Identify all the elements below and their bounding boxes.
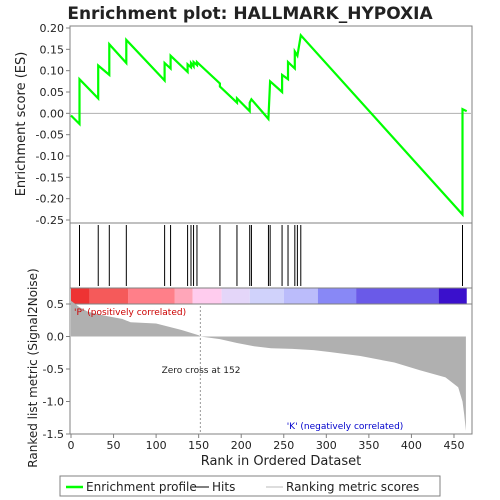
legend-label: Enrichment profile [86,480,197,494]
metric-tick-label: 0.0 [47,331,65,344]
colorbar-segment [438,288,467,304]
metric-panel: 0.5 0.0 -0.5 -1.0 -1.5 0 50 100 150 200 250 300 350… [26,268,473,469]
x-tick-label: 400 [401,439,422,452]
x-tick-label: 350 [358,439,379,452]
es-tick-label: -0.10 [36,150,64,163]
x-tick-label: 200 [231,439,252,452]
enrichment-profile-line [70,32,468,218]
x-axis-label: Rank in Ordered Dataset [201,454,362,469]
colorbar-segment [317,288,357,304]
metric-y-ticks: 0.5 0.0 -0.5 -1.0 -1.5 [43,298,201,441]
colorbar-segment [249,288,284,304]
rank-colorbar [71,288,467,304]
es-plot-frame [69,25,473,224]
x-axis-ticks: 0 50 100 150 200 250 300 350 400 450 [68,434,464,452]
es-tick-label: 0.20 [40,22,65,35]
legend-label: Hits [212,480,235,494]
colorbar-segment [174,288,193,304]
x-tick-label: 250 [273,439,294,452]
es-tick-label: 0.05 [40,86,65,99]
es-y-axis-label: Enrichment score (ES) [14,52,29,197]
es-tick-label: 0.00 [40,107,65,120]
colorbar-segment [71,288,90,304]
chart-title: Enrichment plot: HALLMARK_HYPOXIA [67,4,433,24]
legend-label: Ranking metric scores [286,480,419,494]
colorbar-segment [128,288,175,304]
x-tick-label: 450 [443,439,464,452]
x-tick-label: 100 [146,439,167,452]
es-tick-label: -0.20 [36,193,64,206]
es-tick-label: -0.15 [36,171,64,184]
es-tick-label: 0.10 [40,65,65,78]
es-panel: 0.20 0.15 0.10 0.05 0.00 -0.05 -0.10 -0.15 -0.20… [14,22,473,227]
ranking-metric-area [71,300,466,431]
colorbar-segment [356,288,439,304]
zero-cross-label: Zero cross at 152 [162,366,241,376]
hits-group [79,225,463,286]
metric-tick-label: -1.0 [43,396,64,409]
metric-tick-label: 0.5 [47,298,65,311]
es-tick-label: -0.05 [36,129,64,142]
metric-tick-label: -0.5 [43,363,64,376]
colorbar-segment [221,288,250,304]
hits-panel [69,222,473,289]
colorbar-segment [192,288,222,304]
metric-y-axis-label: Ranked list metric (Signal2Noise) [26,268,40,467]
positive-correlated-label: 'P' (positively correlated) [74,308,186,318]
es-tick-label: 0.15 [40,43,65,56]
legend: Enrichment profile Hits Ranking metric sco… [59,475,441,497]
x-tick-label: 0 [68,439,75,452]
colorbar-segment [283,288,318,304]
es-tick-label: -0.25 [36,214,64,227]
legend-frame [59,475,441,497]
x-tick-label: 50 [107,439,121,452]
es-y-ticks: 0.20 0.15 0.10 0.05 0.00 -0.05 -0.10 -0.15 -0.20… [36,22,70,227]
negative-correlated-label: 'K' (negatively correlated) [287,422,404,432]
colorbar-segment [89,288,129,304]
hits-frame [69,222,473,289]
x-tick-label: 150 [188,439,209,452]
x-tick-label: 300 [316,439,337,452]
metric-tick-label: -1.5 [43,428,64,441]
